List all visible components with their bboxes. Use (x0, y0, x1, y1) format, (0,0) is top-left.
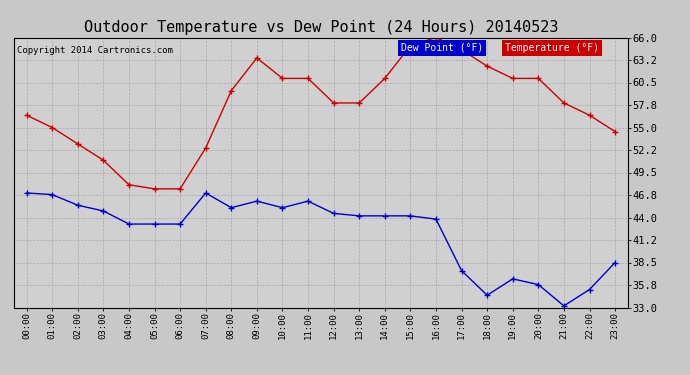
Text: Dew Point (°F): Dew Point (°F) (401, 43, 483, 53)
Text: Temperature (°F): Temperature (°F) (505, 43, 599, 53)
Text: Copyright 2014 Cartronics.com: Copyright 2014 Cartronics.com (17, 46, 172, 55)
Title: Outdoor Temperature vs Dew Point (24 Hours) 20140523: Outdoor Temperature vs Dew Point (24 Hou… (83, 20, 558, 35)
